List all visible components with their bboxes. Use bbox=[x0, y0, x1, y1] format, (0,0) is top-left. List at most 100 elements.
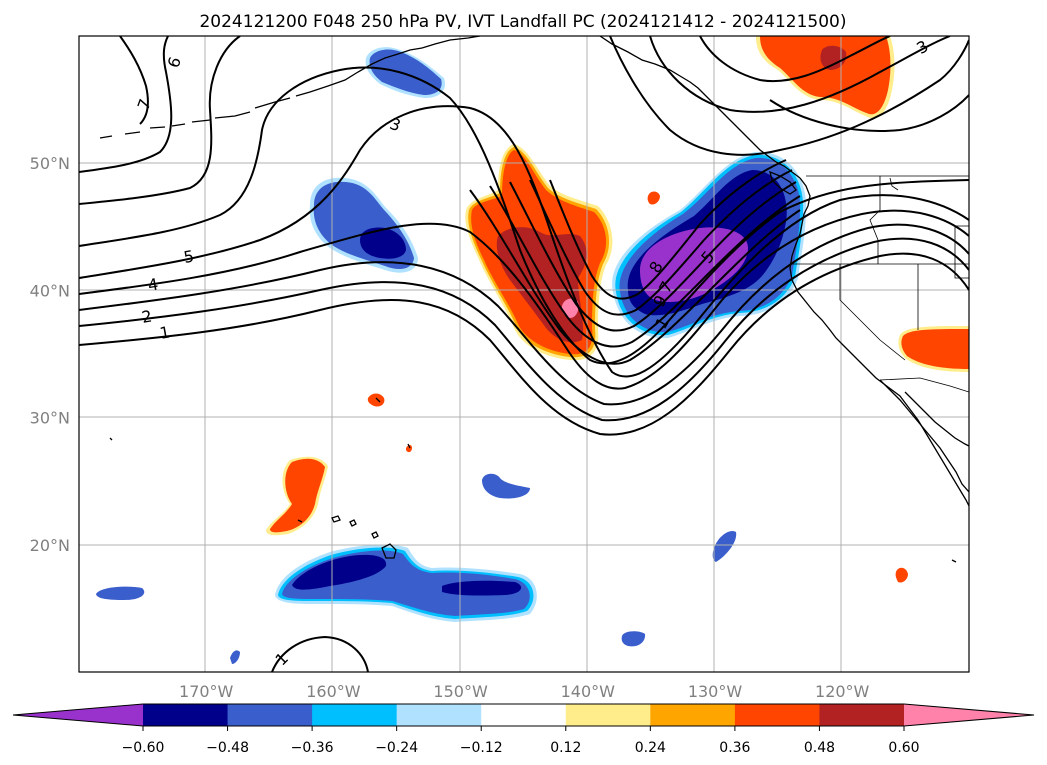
pv-contours bbox=[79, 36, 969, 672]
pv-contour-trough-b bbox=[489, 185, 801, 348]
pv-contour-canada-d bbox=[769, 94, 969, 132]
pv-contour-canada-c bbox=[699, 36, 891, 82]
ivt-blob-ne-pacific-purple bbox=[640, 227, 748, 302]
colorbar-segment bbox=[734, 704, 820, 726]
ivt-blob-canada-orangered bbox=[760, 36, 891, 115]
border-id-or bbox=[869, 176, 881, 264]
colorbar-tick-label: 0.12 bbox=[550, 740, 581, 756]
colorbar-tick-label: 0.60 bbox=[888, 740, 919, 756]
colorbar-tick-label: −0.12 bbox=[460, 740, 503, 756]
y-tick-label: 30°N bbox=[30, 409, 70, 428]
y-tick-label: 50°N bbox=[30, 154, 70, 173]
x-tick-label: 130°W bbox=[688, 682, 743, 701]
political-borders bbox=[790, 175, 969, 393]
ivt-blob-small-163w-red bbox=[270, 458, 325, 533]
colorbar-segment bbox=[819, 704, 905, 726]
border-us-mexico bbox=[879, 377, 969, 393]
colorbar-tick-label: −0.48 bbox=[206, 740, 249, 756]
map-background bbox=[79, 36, 969, 672]
x-tick-label: 170°W bbox=[179, 682, 234, 701]
ivt-blob-small-west bbox=[96, 586, 145, 600]
ivt-blob-subtrop-navy-b bbox=[442, 580, 522, 596]
y-tick-label: 20°N bbox=[30, 536, 70, 555]
pv-contour-7 bbox=[79, 36, 241, 205]
colorbar-segment bbox=[650, 704, 736, 726]
pv-contour-canada-b bbox=[649, 36, 951, 113]
colorbar: −0.60 −0.48 −0.36 −0.24 −0.12 0.12 0.24 0.36 0.4… bbox=[12, 703, 1035, 756]
colorbar-tick-label: −0.36 bbox=[291, 740, 334, 756]
coast-hawaii-maui bbox=[371, 531, 379, 539]
colorbar-segment bbox=[565, 704, 651, 726]
coast-hawaii-oahu bbox=[349, 519, 357, 527]
x-tick-label: 160°W bbox=[306, 682, 361, 701]
pv-contour-8 bbox=[79, 36, 173, 173]
ivt-blob-sw-us-orangered bbox=[901, 329, 969, 369]
coastlines bbox=[99, 36, 969, 563]
pv-contour-trough-c bbox=[509, 181, 797, 332]
coast-hawaii-kauai bbox=[331, 515, 341, 523]
contour-label: 2 bbox=[140, 306, 153, 326]
ivt-blob-small-148w bbox=[406, 445, 412, 453]
ivt-blob-small-154w bbox=[367, 393, 385, 407]
ivt-blob-small-168w bbox=[230, 650, 240, 664]
colorbar-tick-label: 0.24 bbox=[635, 740, 666, 756]
map-frame bbox=[78, 35, 970, 673]
ivt-blob-central-navy bbox=[360, 227, 406, 259]
pv-contour-trough-d bbox=[529, 169, 793, 316]
colorbar-tick-label: −0.24 bbox=[375, 740, 418, 756]
ivt-blob-small-136w bbox=[621, 631, 646, 647]
pv-contour-south-closed bbox=[271, 635, 369, 672]
figure-title: 2024121200 F048 250 hPa PV, IVT Landfall… bbox=[199, 12, 846, 32]
colorbar-segment bbox=[227, 704, 313, 726]
coast-alaska-south bbox=[397, 36, 481, 55]
x-axis-tick-labels: 170°W 160°W 150°W 140°W 130°W 120°W bbox=[179, 682, 870, 701]
x-tick-label: 150°W bbox=[433, 682, 488, 701]
contour-label: 1 bbox=[158, 322, 171, 342]
ivt-blob-small-145w bbox=[482, 473, 530, 499]
pv-contour-trough-a bbox=[469, 189, 801, 365]
ivt-blob-subtrop-navy-a bbox=[292, 554, 387, 590]
border-nv-ca bbox=[839, 264, 906, 361]
colorbar-tick-label: 0.48 bbox=[804, 740, 835, 756]
colorbar-extend-low bbox=[13, 704, 143, 726]
coast-hawaii-big bbox=[381, 543, 397, 559]
colorbar-segment bbox=[143, 704, 229, 726]
pv-contour-5 bbox=[79, 105, 969, 378]
ivt-blob-canada-firebrick bbox=[820, 45, 847, 70]
pv-contour-1 bbox=[79, 252, 969, 436]
x-tick-label: 140°W bbox=[561, 682, 616, 701]
contour-label: 5 bbox=[182, 246, 195, 266]
pv-contour-6 bbox=[79, 66, 969, 365]
colorbar-segment bbox=[396, 704, 482, 726]
border-bc-ab bbox=[889, 177, 899, 191]
border-az-nm bbox=[954, 225, 969, 279]
coast-misc-islands bbox=[109, 397, 957, 563]
y-tick-label: 40°N bbox=[30, 281, 70, 300]
contour-label: 4 bbox=[146, 274, 159, 294]
y-axis-tick-labels: 50°N 40°N 30°N 20°N bbox=[30, 154, 70, 555]
x-tick-label: 120°W bbox=[815, 682, 870, 701]
pv-contour-3 bbox=[79, 223, 969, 406]
ivt-blob-small-130w bbox=[712, 530, 737, 562]
pv-contour-9 bbox=[119, 36, 149, 125]
pv-contour-canada-a bbox=[609, 36, 969, 156]
coast-baja bbox=[879, 379, 969, 493]
colorbar-tick-label: −0.60 bbox=[122, 740, 165, 756]
coast-alaska-panhandle bbox=[599, 36, 801, 179]
colorbar-segment bbox=[481, 704, 567, 726]
ivt-blob-alaska-royal bbox=[369, 49, 442, 95]
coast-bc-west bbox=[789, 177, 969, 507]
coast-aleutians bbox=[99, 53, 399, 139]
pv-contour-trough-e bbox=[549, 159, 787, 300]
pv-contour-4 bbox=[79, 209, 969, 390]
ivt-blob-small-116w bbox=[895, 567, 908, 583]
coast-gulf-calif bbox=[904, 391, 969, 447]
colorbar-extend-high bbox=[904, 704, 1034, 726]
colorbar-tick-label: 0.36 bbox=[719, 740, 750, 756]
pv-contour-2 bbox=[79, 237, 969, 422]
ivt-blob-trough-pink bbox=[561, 298, 579, 318]
ivt-blob-small-134w bbox=[647, 191, 660, 205]
map-content: 6 7 3 5 4 2 1 8 7 5 9 1 3 1 bbox=[79, 36, 969, 672]
colorbar-segment bbox=[312, 704, 398, 726]
